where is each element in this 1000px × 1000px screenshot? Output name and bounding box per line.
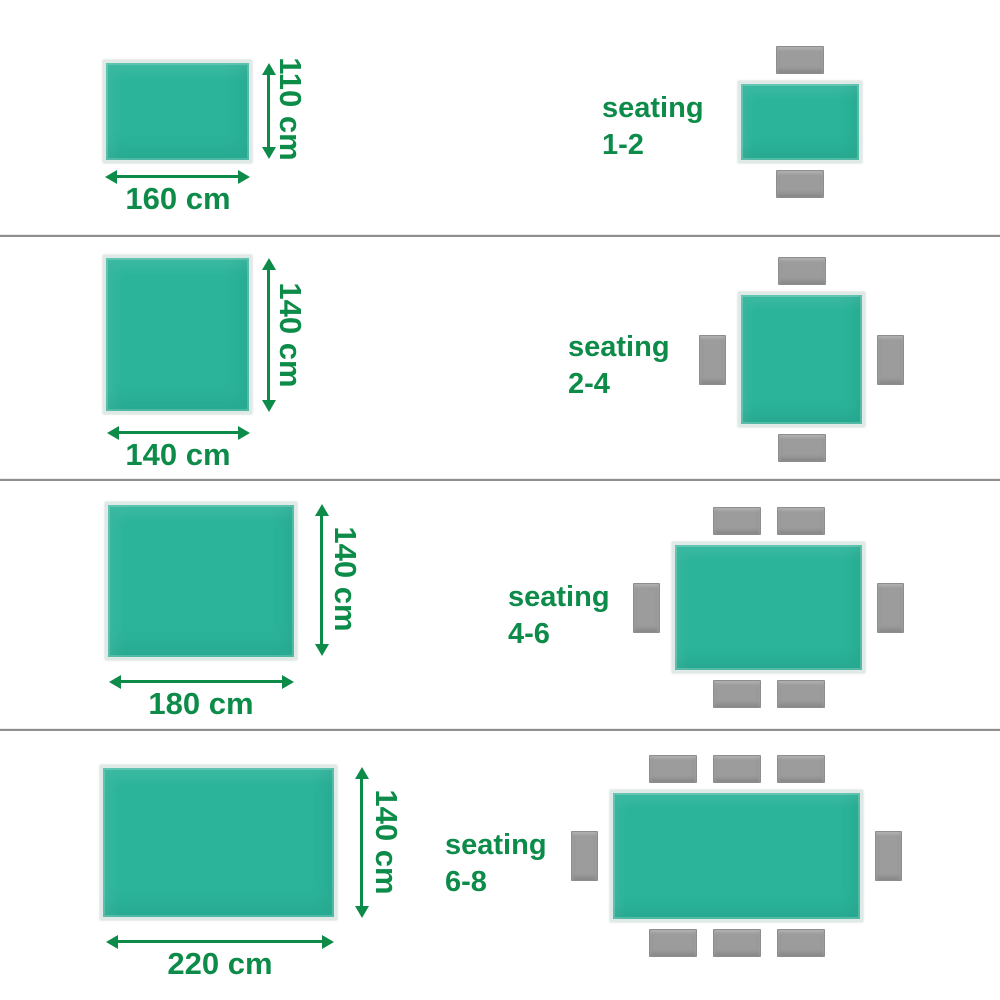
seating-label: seating 1-2 [602,90,704,164]
chairs-right [875,831,902,881]
height-arrow [267,269,270,401]
chair [776,929,825,957]
height-arrow [267,74,270,148]
width-arrow [120,680,283,683]
chairs-bottom [648,929,825,957]
seating-diagram [633,507,904,708]
chairs-top [712,507,825,535]
height-arrow [320,515,323,645]
width-arrow [118,431,239,434]
row-divider [0,729,1000,731]
row-divider [0,235,1000,237]
chair [875,831,902,881]
seating-diagram [738,46,862,198]
chairs-top [777,257,826,285]
chair [712,680,761,708]
seating-label: seating 2-4 [568,329,670,403]
chair [776,680,825,708]
chairs-left [633,582,660,633]
seating-word: seating [602,92,704,124]
width-arrow [116,175,239,178]
table-top [738,292,865,427]
tabletop-rectangle [103,255,252,414]
chairs-left [699,334,726,385]
chair [699,334,726,385]
width-label: 220 cm [167,946,273,981]
chair [776,507,825,535]
chair [877,334,904,385]
seating-word: seating [508,581,610,613]
seating-range: 1-2 [602,129,644,161]
seating-label: seating 6-8 [445,827,547,901]
tabletop-rectangle [100,765,337,920]
chair [776,755,825,783]
seating-word: seating [445,829,547,861]
width-label: 160 cm [125,181,231,216]
height-label: 140 cm [369,789,404,895]
chair [777,257,826,285]
seating-diagram [571,755,902,957]
seating-range: 4-6 [508,618,550,650]
chairs-bottom [777,434,826,462]
chair [633,582,660,633]
width-arrow [117,940,323,943]
height-label: 110 cm [273,57,308,161]
chair [712,929,761,957]
table-top [672,542,865,673]
tabletop-rectangle [105,502,297,660]
tabletop-rectangle [103,60,252,163]
chairs-bottom [712,680,825,708]
seating-word: seating [568,331,670,363]
chair [712,755,761,783]
chair [776,170,824,198]
chairs-right [877,334,904,385]
chairs-left [571,831,598,881]
chair [712,507,761,535]
seating-diagram [699,257,904,462]
width-label: 140 cm [125,437,231,472]
height-label: 140 cm [328,526,363,632]
chairs-bottom [776,170,824,198]
width-label: 180 cm [148,686,254,721]
chair [648,929,697,957]
table-top [738,81,862,163]
chair [877,582,904,633]
chair [648,755,697,783]
chairs-top [648,755,825,783]
chairs-top [776,46,824,74]
row-divider [0,479,1000,481]
seating-range: 6-8 [445,866,487,898]
height-label: 140 cm [273,282,308,388]
seating-label: seating 4-6 [508,579,610,653]
chair [571,831,598,881]
height-arrow [360,778,363,907]
table-top [610,790,863,922]
chairs-right [877,582,904,633]
chair [777,434,826,462]
chair [776,46,824,74]
seating-range: 2-4 [568,368,610,400]
